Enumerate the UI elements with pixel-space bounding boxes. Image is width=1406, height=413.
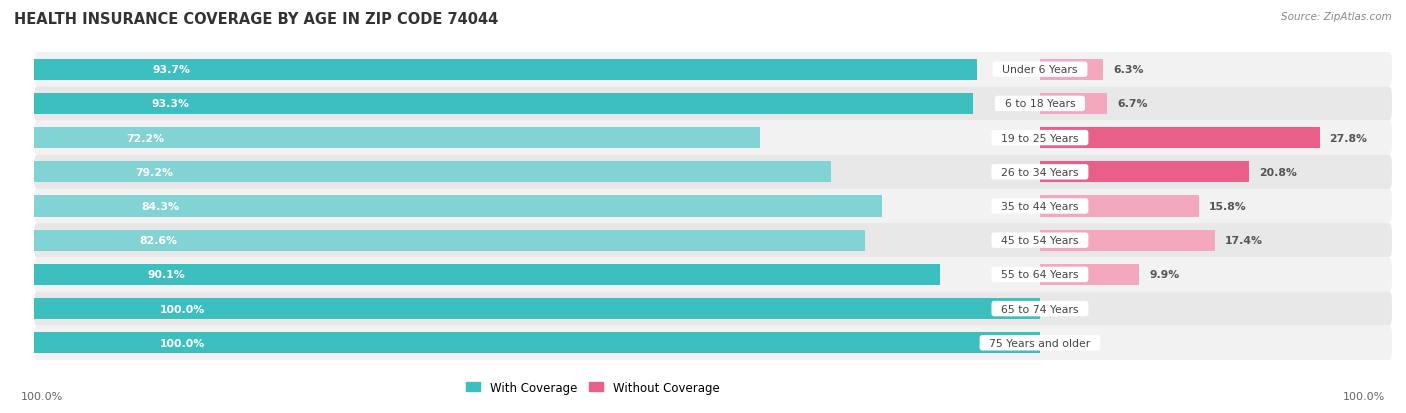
Bar [1040, 196, 1199, 217]
Text: 19 to 25 Years: 19 to 25 Years [994, 133, 1085, 143]
Text: 27.8%: 27.8% [1330, 133, 1368, 143]
FancyBboxPatch shape [34, 87, 1392, 121]
FancyBboxPatch shape [34, 53, 1392, 87]
Text: 6 to 18 Years: 6 to 18 Years [998, 99, 1083, 109]
FancyBboxPatch shape [34, 155, 1392, 190]
Text: 26 to 34 Years: 26 to 34 Years [994, 167, 1085, 177]
Text: Source: ZipAtlas.com: Source: ZipAtlas.com [1281, 12, 1392, 22]
Bar [34, 59, 977, 81]
FancyBboxPatch shape [34, 258, 1392, 292]
Text: 100.0%: 100.0% [160, 304, 205, 314]
FancyBboxPatch shape [34, 292, 1392, 326]
Bar [34, 196, 882, 217]
Text: 55 to 64 Years: 55 to 64 Years [994, 270, 1085, 280]
Text: Under 6 Years: Under 6 Years [995, 65, 1084, 75]
Bar [34, 230, 865, 251]
Bar [1040, 230, 1215, 251]
Text: 6.3%: 6.3% [1114, 65, 1144, 75]
Text: 90.1%: 90.1% [148, 270, 186, 280]
Text: 75 Years and older: 75 Years and older [983, 338, 1098, 348]
Text: 0.0%: 0.0% [1050, 304, 1080, 314]
Text: 35 to 44 Years: 35 to 44 Years [994, 202, 1085, 211]
FancyBboxPatch shape [34, 190, 1392, 223]
Text: 79.2%: 79.2% [135, 167, 173, 177]
Bar [1040, 59, 1104, 81]
FancyBboxPatch shape [34, 326, 1392, 360]
Text: 45 to 54 Years: 45 to 54 Years [994, 236, 1085, 246]
Bar [1040, 162, 1249, 183]
Bar [1040, 264, 1139, 285]
Text: 65 to 74 Years: 65 to 74 Years [994, 304, 1085, 314]
Bar [34, 94, 973, 115]
Text: 6.7%: 6.7% [1118, 99, 1147, 109]
Bar [34, 162, 831, 183]
Text: 9.9%: 9.9% [1150, 270, 1180, 280]
Text: 93.7%: 93.7% [152, 65, 190, 75]
FancyBboxPatch shape [34, 223, 1392, 258]
Text: 82.6%: 82.6% [139, 236, 177, 246]
Bar [1040, 128, 1319, 149]
Text: 72.2%: 72.2% [127, 133, 165, 143]
Text: 20.8%: 20.8% [1260, 167, 1298, 177]
Text: 93.3%: 93.3% [152, 99, 190, 109]
Text: HEALTH INSURANCE COVERAGE BY AGE IN ZIP CODE 74044: HEALTH INSURANCE COVERAGE BY AGE IN ZIP … [14, 12, 498, 27]
Legend: With Coverage, Without Coverage: With Coverage, Without Coverage [461, 376, 724, 399]
Bar [34, 128, 761, 149]
Bar [1040, 94, 1108, 115]
Text: 100.0%: 100.0% [21, 391, 63, 401]
Text: 100.0%: 100.0% [1343, 391, 1385, 401]
Text: 17.4%: 17.4% [1225, 236, 1263, 246]
Text: 0.0%: 0.0% [1050, 338, 1080, 348]
FancyBboxPatch shape [34, 121, 1392, 155]
Text: 84.3%: 84.3% [141, 202, 179, 211]
Bar [34, 332, 1040, 354]
Bar [34, 264, 941, 285]
Bar [34, 298, 1040, 319]
Text: 100.0%: 100.0% [160, 338, 205, 348]
Text: 15.8%: 15.8% [1209, 202, 1247, 211]
